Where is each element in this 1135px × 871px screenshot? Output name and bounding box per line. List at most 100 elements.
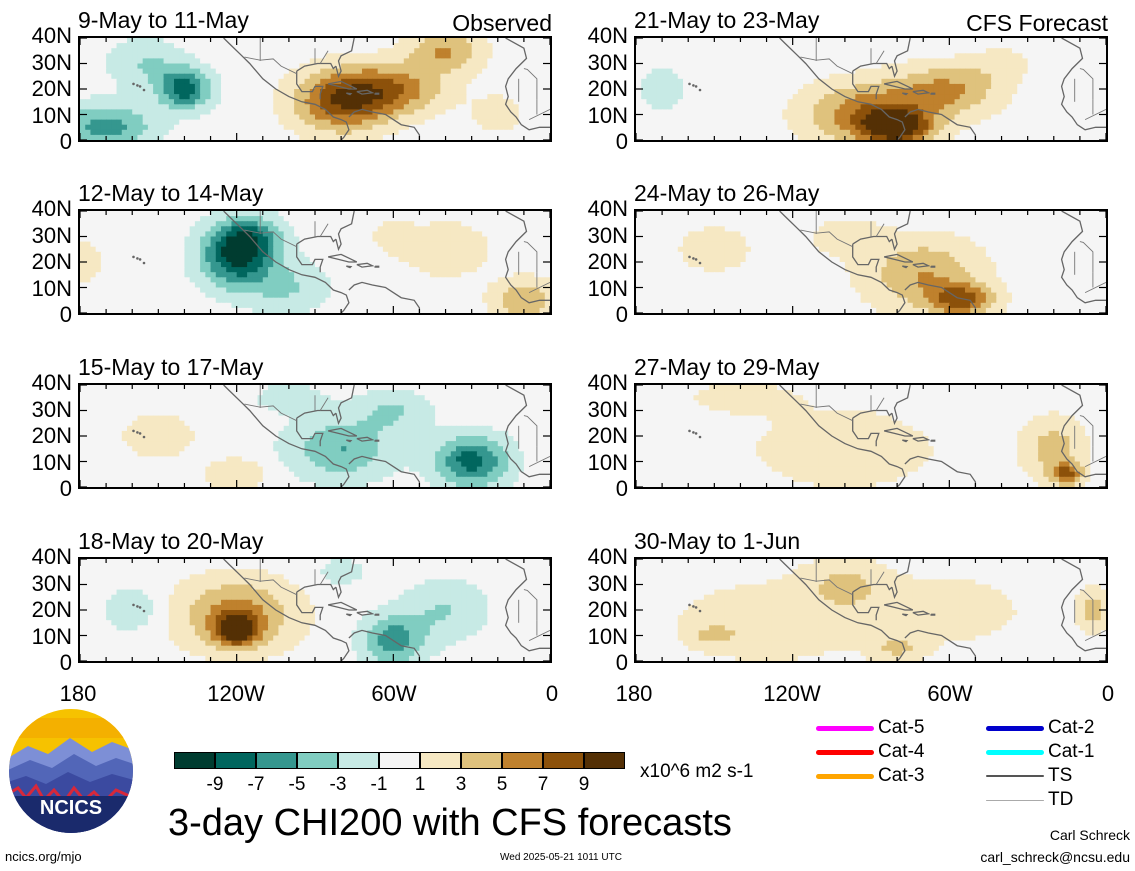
legend-line xyxy=(986,749,1044,755)
chi200-field xyxy=(80,38,550,140)
map-panels: 9-May to 11-May Observed 40N 30N 20N 10N 0 12-M… xyxy=(31,7,1114,705)
colorbar-swatch xyxy=(379,752,420,769)
author-name: Carl Schreck xyxy=(1049,827,1130,843)
colorbar-swatch xyxy=(584,752,625,769)
chi200-field xyxy=(636,211,1106,313)
chi200-map-panel xyxy=(634,383,1108,489)
chi200-map-panel xyxy=(78,209,552,315)
chi200-field xyxy=(80,385,550,487)
legend-label: Cat-2 xyxy=(1048,717,1095,738)
y-tick-label: 40N xyxy=(587,370,628,395)
chi200-field xyxy=(80,559,550,661)
legend-line xyxy=(816,725,874,731)
author-email[interactable]: carl_schreck@ncsu.edu xyxy=(980,849,1130,865)
colorbar-units: x10^6 m2 s-1 xyxy=(640,761,754,782)
x-tick-label: 0 xyxy=(1101,681,1115,706)
y-tick-label: 40N xyxy=(31,196,72,221)
chi200-map-panel xyxy=(78,383,552,489)
legend-label: TD xyxy=(1048,789,1074,810)
y-tick-label: 30N xyxy=(31,396,72,422)
y-tick-label: 20N xyxy=(587,249,628,274)
chi200-field xyxy=(636,385,1106,487)
chi200-map-panel xyxy=(78,36,552,142)
y-tick-label: 0 xyxy=(59,476,72,501)
colorbar-swatch xyxy=(543,752,584,769)
y-tick-label: 30N xyxy=(587,570,628,596)
colorbar-swatch xyxy=(297,752,338,769)
y-tick-label: 0 xyxy=(615,129,628,154)
y-tick-label: 10N xyxy=(31,623,72,649)
main-title: 3-day CHI200 with CFS forecasts xyxy=(168,802,732,844)
y-tick-label: 30N xyxy=(31,570,72,596)
legend-line xyxy=(986,775,1044,777)
x-tick-label: 180 xyxy=(59,681,97,706)
y-tick-label: 40N xyxy=(31,544,72,569)
legend-line xyxy=(986,725,1044,731)
site-url[interactable]: ncics.org/mjo xyxy=(5,849,82,864)
x-tick-label: 60W xyxy=(371,681,417,706)
y-tick-label: 20N xyxy=(31,76,72,101)
y-tick-label: 0 xyxy=(59,302,72,327)
y-tick-label: 40N xyxy=(587,544,628,569)
y-tick-label: 10N xyxy=(587,623,628,649)
x-tick-label: 60W xyxy=(927,681,973,706)
panel-tag: CFS Forecast xyxy=(966,10,1108,36)
y-tick-label: 0 xyxy=(615,476,628,501)
colorbar-swatch xyxy=(256,752,297,769)
chi200-map-panel xyxy=(634,557,1108,663)
y-tick-label: 40N xyxy=(587,196,628,221)
colorbar-label: -3 xyxy=(329,774,347,795)
y-tick-label: 30N xyxy=(587,396,628,422)
y-tick-label: 10N xyxy=(31,449,72,475)
panel-title: 15-May to 17-May xyxy=(78,354,264,380)
panel-tag: Observed xyxy=(452,10,552,36)
panel-title: 30-May to 1-Jun xyxy=(634,528,801,554)
panel-title: 9-May to 11-May xyxy=(78,7,249,33)
colorbar-label: -5 xyxy=(288,774,306,795)
panel-title: 21-May to 23-May xyxy=(634,7,820,33)
colorbar-swatch xyxy=(174,752,215,769)
y-tick-label: 10N xyxy=(587,275,628,301)
legend-line xyxy=(816,749,874,755)
colorbar-label: 7 xyxy=(537,774,549,795)
chi200-field xyxy=(80,211,550,313)
colorbar-label: -9 xyxy=(206,774,224,795)
y-tick-label: 40N xyxy=(31,23,72,48)
timestamp: Wed 2025-05-21 1011 UTC xyxy=(500,852,622,863)
y-tick-label: 20N xyxy=(31,423,72,448)
x-tick-label: 120W xyxy=(207,681,265,706)
colorbar-swatch xyxy=(420,752,461,769)
chi200-field xyxy=(636,38,1106,140)
chi200-field xyxy=(636,559,1106,661)
y-tick-label: 10N xyxy=(587,102,628,128)
panel-title: 12-May to 14-May xyxy=(78,180,264,206)
x-tick-label: 0 xyxy=(545,681,559,706)
y-tick-label: 30N xyxy=(587,222,628,248)
y-tick-label: 10N xyxy=(31,275,72,301)
y-tick-label: 10N xyxy=(31,102,72,128)
legend-line xyxy=(986,799,1044,801)
legend-label: Cat-3 xyxy=(878,765,925,786)
y-tick-label: 0 xyxy=(615,302,628,327)
legend-line xyxy=(816,773,874,779)
colorbar-label: 9 xyxy=(578,774,590,795)
y-tick-label: 30N xyxy=(31,49,72,75)
x-tick-label: 180 xyxy=(615,681,653,706)
y-tick-label: 20N xyxy=(31,597,72,622)
colorbar-label: -1 xyxy=(370,774,388,795)
colorbar-label: -7 xyxy=(247,774,265,795)
y-tick-label: 0 xyxy=(59,650,72,675)
colorbar-label: 5 xyxy=(496,774,508,795)
legend-label: TS xyxy=(1048,765,1073,786)
y-tick-label: 40N xyxy=(587,23,628,48)
legend-label: Cat-5 xyxy=(878,717,925,738)
colorbar-label: 3 xyxy=(455,774,467,795)
y-tick-label: 30N xyxy=(587,49,628,75)
y-tick-label: 20N xyxy=(587,597,628,622)
chi200-map-panel xyxy=(634,209,1108,315)
y-tick-label: 20N xyxy=(31,249,72,274)
y-tick-label: 40N xyxy=(31,370,72,395)
y-tick-label: 10N xyxy=(587,449,628,475)
legend-label: Cat-4 xyxy=(878,741,925,762)
panel-title: 27-May to 29-May xyxy=(634,354,820,380)
